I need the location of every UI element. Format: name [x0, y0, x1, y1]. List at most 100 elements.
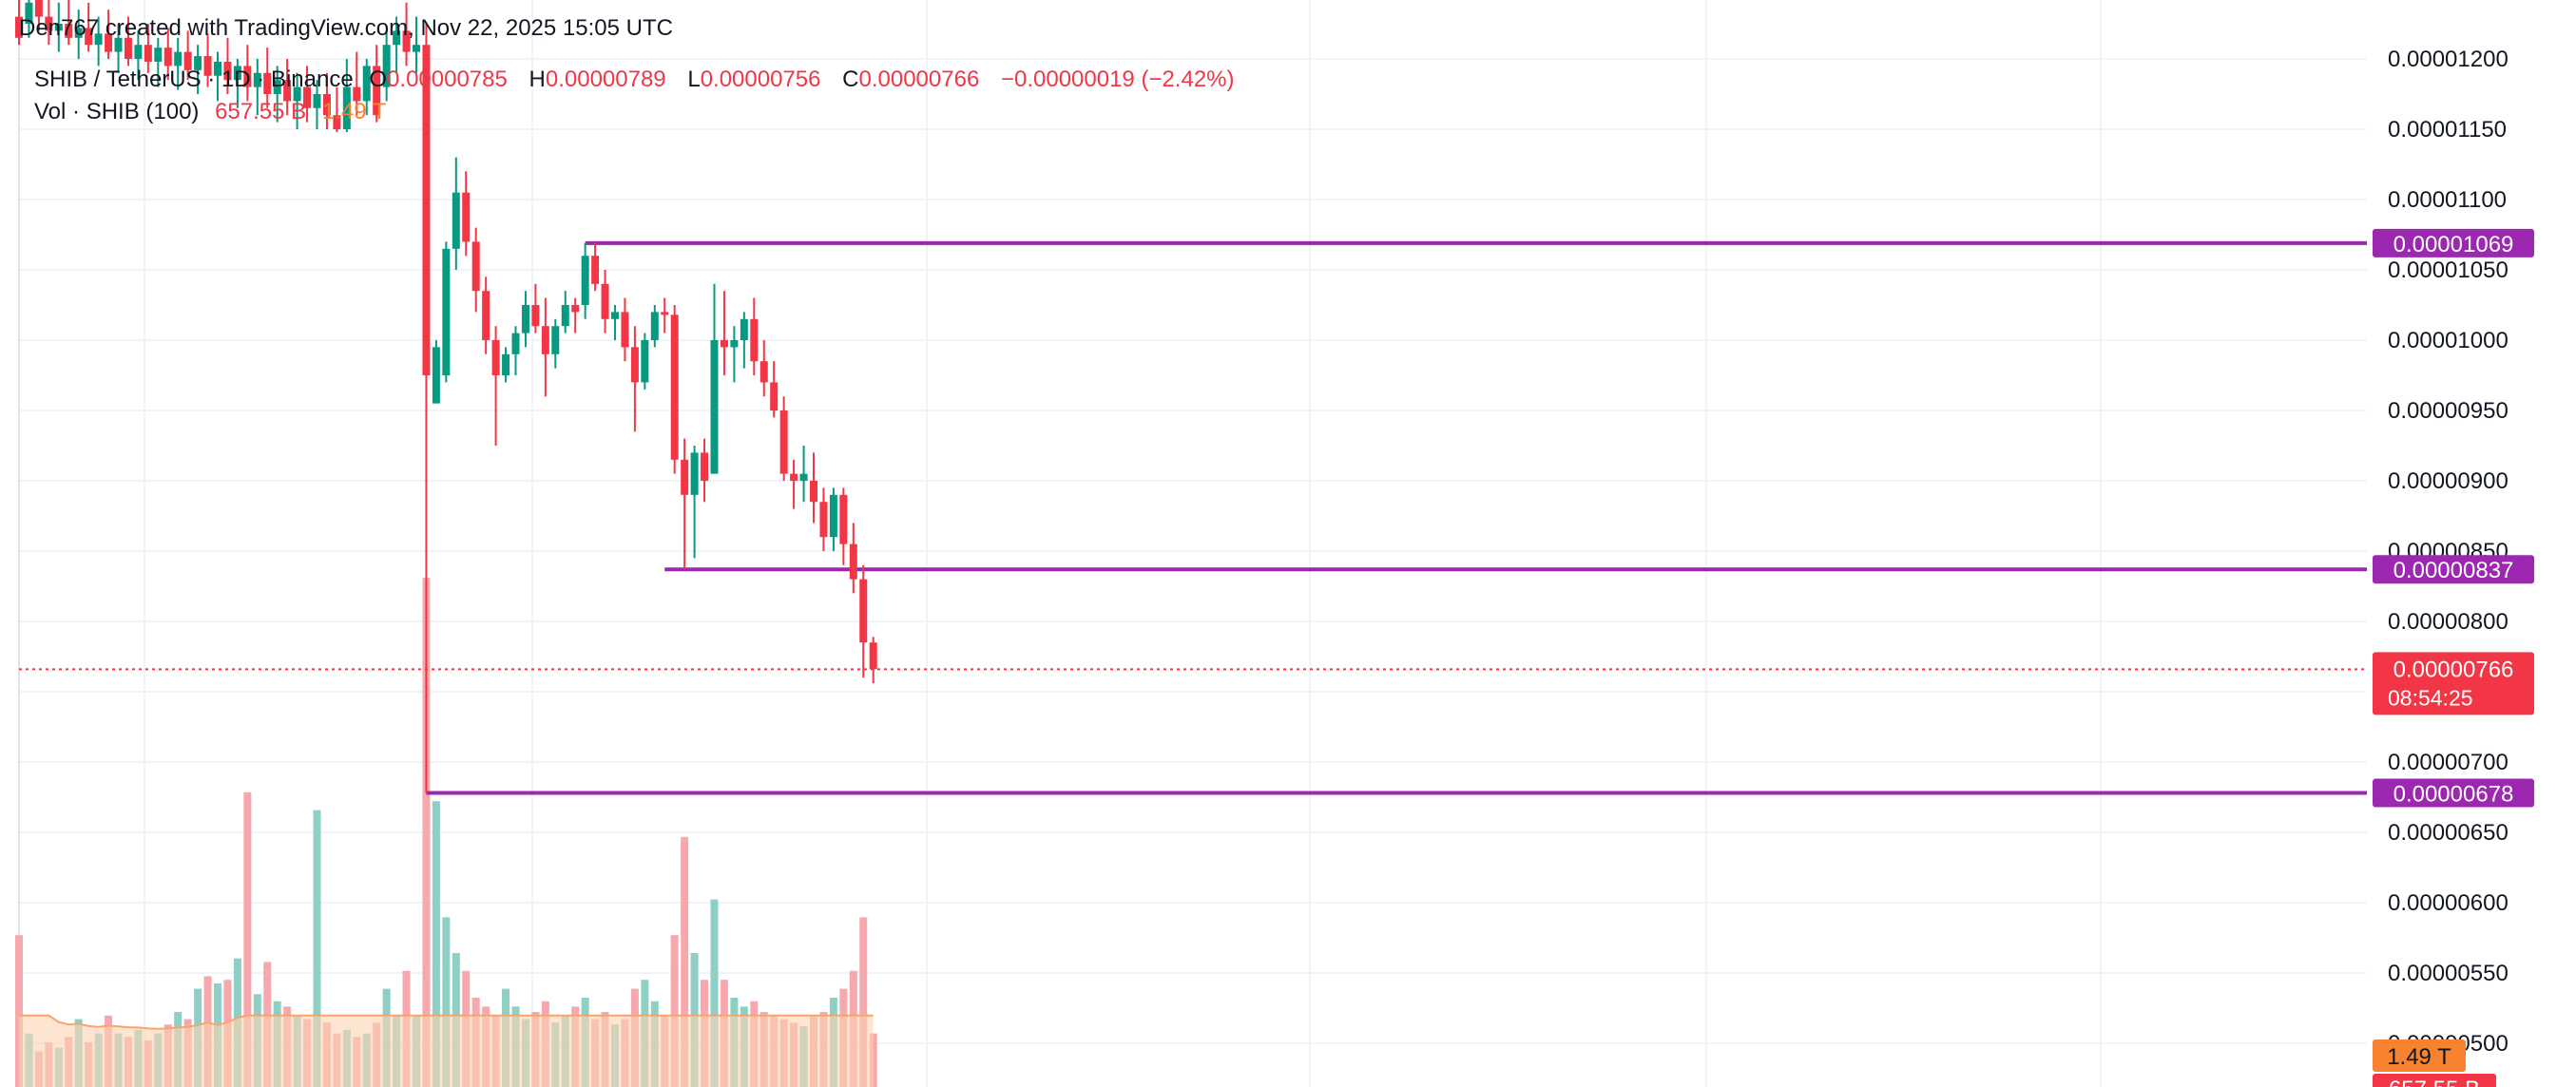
- candle-body: [491, 340, 500, 375]
- candle-body: [124, 37, 132, 59]
- candle-body: [661, 312, 669, 315]
- candle: [690, 446, 699, 559]
- candle-body: [630, 347, 639, 383]
- volume-legend[interactable]: Vol · SHIB (100) 657.55 B 1.49 T: [34, 99, 395, 125]
- candle-body: [601, 283, 609, 319]
- candle: [303, 66, 312, 123]
- candle-body: [333, 115, 341, 129]
- candle: [94, 16, 103, 67]
- candle-body: [611, 312, 619, 319]
- close-value: 0.00000766: [858, 67, 980, 92]
- price-change: −0.00000019 (−2.42%): [1000, 67, 1235, 92]
- candle: [859, 564, 868, 678]
- candle-body: [482, 291, 490, 340]
- candle-body: [263, 72, 272, 94]
- candle: [681, 438, 689, 570]
- candle: [422, 24, 431, 793]
- candle: [353, 51, 361, 116]
- candle: [462, 171, 471, 257]
- candle-body: [214, 61, 221, 76]
- candle-body: [452, 192, 460, 249]
- candle: [720, 291, 728, 375]
- last-price-label: 0.00000766: [2393, 657, 2514, 682]
- candle-body: [303, 86, 312, 108]
- candle-body: [701, 452, 709, 481]
- candle: [154, 37, 163, 87]
- candle-body: [203, 56, 212, 76]
- volume-bar: [681, 836, 689, 1087]
- candle: [799, 446, 808, 503]
- candle: [45, 0, 53, 46]
- candle: [810, 452, 817, 524]
- horizontal-levels[interactable]: [426, 240, 2371, 795]
- volume-ma-area: [19, 1015, 874, 1087]
- candle: [541, 297, 549, 397]
- candle-body: [253, 72, 261, 87]
- candle: [15, 0, 23, 46]
- candle: [333, 86, 341, 132]
- last-price-badge[interactable]: [2373, 652, 2534, 715]
- candle-body: [322, 94, 331, 116]
- volume-bar: [432, 801, 440, 1087]
- candle-body: [462, 192, 471, 242]
- candle: [105, 10, 113, 59]
- candle: [114, 24, 123, 73]
- candle: [174, 37, 183, 90]
- candle: [839, 487, 848, 565]
- candle-body: [759, 361, 768, 383]
- volume-pane: [15, 578, 877, 1087]
- candle: [661, 297, 669, 334]
- candle-body: [750, 318, 759, 362]
- price-axis-tick-label: 0.00001000: [2388, 328, 2509, 353]
- candle-body: [621, 312, 629, 348]
- candle-body: [779, 410, 788, 474]
- candle-body: [342, 86, 351, 129]
- candle: [65, 0, 73, 46]
- candle-body: [650, 312, 659, 340]
- candle-body: [154, 48, 163, 62]
- candle-body: [710, 340, 719, 474]
- volume-ma-value: 1.49 T: [321, 99, 387, 124]
- volume-ma-badge[interactable]: [2373, 1039, 2466, 1072]
- candle: [630, 326, 639, 432]
- level-badge[interactable]: [2373, 778, 2534, 808]
- volume-bar: [243, 791, 252, 1087]
- volume-badge[interactable]: [2373, 1074, 2496, 1087]
- candle: [482, 277, 490, 354]
- candle: [511, 326, 520, 375]
- volume-bar: [15, 935, 23, 1087]
- candle: [273, 66, 281, 123]
- candle-body: [869, 642, 877, 670]
- candle: [819, 487, 828, 551]
- price-axis[interactable]: 0.00001200 0.00001150 0.00001100 0.00001050…: [2367, 0, 2576, 1087]
- candle: [74, 10, 83, 59]
- candle-body: [690, 452, 699, 495]
- candle: [650, 305, 659, 348]
- candle: [591, 242, 600, 292]
- candle-body: [25, 2, 33, 25]
- candle-body: [799, 473, 808, 481]
- candle: [214, 51, 221, 102]
- chart-grid: [18, 0, 2367, 1087]
- level-badge[interactable]: [2373, 228, 2534, 257]
- candle-body: [134, 45, 143, 59]
- candle: [770, 361, 779, 418]
- candle: [342, 59, 351, 132]
- level-badge-label: 0.00000678: [2393, 782, 2514, 808]
- candle-body: [223, 61, 232, 81]
- symbol-legend[interactable]: SHIB / TetherUS · 1D · Binance O0.000007…: [34, 67, 1244, 93]
- candle: [203, 33, 212, 87]
- candle: [373, 45, 381, 123]
- candle-body: [54, 24, 63, 31]
- candle-body: [670, 315, 679, 460]
- candle-body: [163, 48, 172, 67]
- price-axis-tick-label: 0.00001100: [2388, 187, 2507, 213]
- price-axis-tick-label: 0.00000650: [2388, 820, 2509, 846]
- symbol-title[interactable]: SHIB / TetherUS · 1D · Binance: [34, 67, 354, 92]
- candle: [54, 2, 63, 52]
- volume-title[interactable]: Vol · SHIB (100): [34, 99, 200, 124]
- candle: [134, 30, 143, 81]
- countdown-label: 08:54:25: [2388, 685, 2473, 710]
- level-badge[interactable]: [2373, 555, 2534, 584]
